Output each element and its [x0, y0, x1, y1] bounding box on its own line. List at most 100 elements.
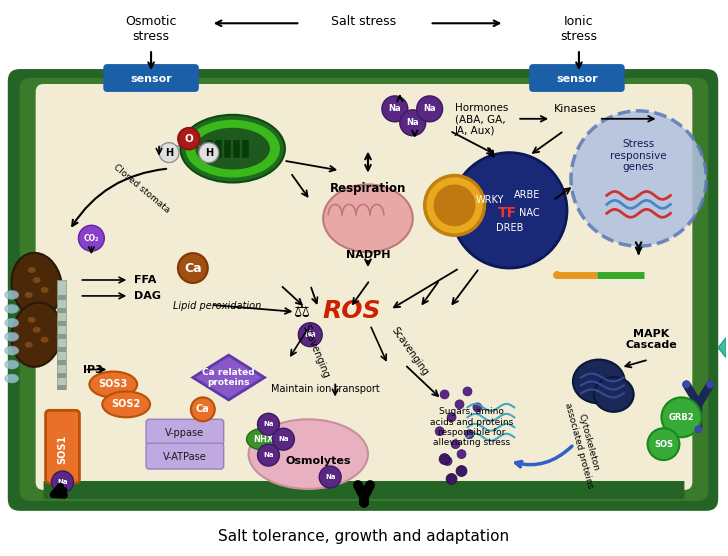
Text: SOS2: SOS2	[111, 399, 141, 409]
Circle shape	[553, 271, 561, 279]
Text: H: H	[205, 148, 213, 158]
Ellipse shape	[5, 374, 19, 383]
Text: Na: Na	[264, 421, 274, 427]
Text: Na: Na	[304, 330, 316, 339]
Text: NADPH: NADPH	[346, 250, 390, 260]
Circle shape	[52, 471, 74, 493]
Text: sensor: sensor	[130, 74, 172, 84]
Bar	[206, 140, 213, 157]
Text: Closed stomata: Closed stomata	[111, 162, 171, 215]
Text: NAC: NAC	[519, 208, 539, 219]
Text: CO₂: CO₂	[84, 234, 99, 243]
Bar	[57, 373, 66, 378]
Circle shape	[319, 466, 341, 488]
Ellipse shape	[248, 419, 368, 489]
Circle shape	[465, 430, 474, 439]
Bar	[233, 140, 240, 157]
Text: Sugars, amino
acids and proteins
responsible for
alleviating stress: Sugars, amino acids and proteins respons…	[430, 407, 513, 448]
Circle shape	[457, 450, 466, 459]
Circle shape	[443, 456, 452, 465]
Text: Ca: Ca	[196, 404, 210, 414]
Text: Ca related
proteins: Ca related proteins	[202, 368, 255, 387]
Circle shape	[178, 253, 207, 283]
Text: MAPK
Cascade: MAPK Cascade	[625, 329, 678, 350]
Bar	[57, 334, 66, 339]
Circle shape	[446, 474, 457, 484]
Text: Maintain ion transport: Maintain ion transport	[271, 384, 379, 394]
Circle shape	[440, 390, 449, 399]
Ellipse shape	[90, 371, 137, 398]
Text: Respiration: Respiration	[330, 182, 406, 195]
Circle shape	[648, 428, 679, 460]
Circle shape	[400, 110, 426, 136]
Circle shape	[451, 153, 567, 268]
Ellipse shape	[41, 337, 49, 342]
Circle shape	[258, 444, 280, 466]
FancyBboxPatch shape	[46, 410, 79, 483]
Text: Lipid peroxidation: Lipid peroxidation	[173, 301, 261, 311]
Text: V-ppase: V-ppase	[165, 428, 205, 438]
Text: Na: Na	[278, 436, 289, 442]
Text: V-ATPase: V-ATPase	[163, 452, 207, 462]
FancyBboxPatch shape	[20, 78, 708, 501]
Bar	[57, 385, 66, 390]
Ellipse shape	[25, 292, 33, 298]
Text: Ca: Ca	[184, 261, 202, 275]
Text: WRKY: WRKY	[475, 195, 504, 205]
Ellipse shape	[5, 332, 19, 341]
Circle shape	[571, 111, 706, 246]
Text: Osmotic
stress: Osmotic stress	[125, 16, 177, 43]
Ellipse shape	[5, 304, 19, 314]
FancyBboxPatch shape	[44, 481, 684, 499]
Ellipse shape	[247, 428, 280, 450]
Text: Na: Na	[325, 474, 336, 480]
Text: Salt tolerance, growth and adaptation: Salt tolerance, growth and adaptation	[218, 529, 510, 544]
Ellipse shape	[33, 327, 41, 332]
Text: Na: Na	[264, 452, 274, 458]
Circle shape	[416, 96, 443, 122]
Text: Stress
responsive
genes: Stress responsive genes	[610, 139, 667, 172]
Text: DREB: DREB	[496, 224, 523, 234]
Ellipse shape	[5, 318, 19, 327]
Circle shape	[159, 143, 179, 162]
Text: SOS: SOS	[654, 440, 673, 449]
Ellipse shape	[28, 267, 36, 273]
Bar	[57, 321, 66, 326]
Ellipse shape	[41, 287, 49, 293]
Ellipse shape	[186, 120, 280, 177]
Bar	[223, 140, 231, 157]
Text: Cytoskeleton
associated proteins: Cytoskeleton associated proteins	[563, 399, 605, 489]
Circle shape	[434, 185, 475, 226]
Circle shape	[199, 143, 218, 162]
Circle shape	[439, 454, 450, 465]
Circle shape	[695, 425, 703, 433]
Text: sensor: sensor	[556, 74, 598, 84]
Text: SOS3: SOS3	[98, 379, 128, 389]
Ellipse shape	[12, 253, 62, 317]
Circle shape	[382, 96, 408, 122]
Text: Hormones
(ABA, GA,
JA, Aux): Hormones (ABA, GA, JA, Aux)	[454, 103, 508, 136]
Text: Scavenging: Scavenging	[389, 325, 430, 378]
Bar	[57, 360, 66, 365]
Text: TF: TF	[498, 206, 517, 220]
Circle shape	[178, 128, 199, 150]
FancyBboxPatch shape	[146, 443, 223, 469]
Bar	[242, 140, 248, 157]
Circle shape	[662, 398, 701, 437]
Bar	[215, 140, 222, 157]
Ellipse shape	[323, 185, 413, 252]
Text: O: O	[184, 133, 193, 143]
Ellipse shape	[12, 302, 62, 367]
Text: NHX: NHX	[253, 435, 274, 444]
Ellipse shape	[33, 277, 41, 283]
Text: Na: Na	[58, 479, 68, 485]
Circle shape	[473, 403, 482, 412]
Circle shape	[682, 380, 690, 389]
Text: Salt stress: Salt stress	[331, 16, 397, 28]
Text: Scavenging: Scavenging	[300, 324, 331, 380]
Text: Kinases: Kinases	[554, 104, 597, 114]
Polygon shape	[193, 355, 264, 400]
Circle shape	[258, 413, 280, 435]
Bar	[57, 280, 66, 389]
FancyBboxPatch shape	[529, 64, 625, 92]
